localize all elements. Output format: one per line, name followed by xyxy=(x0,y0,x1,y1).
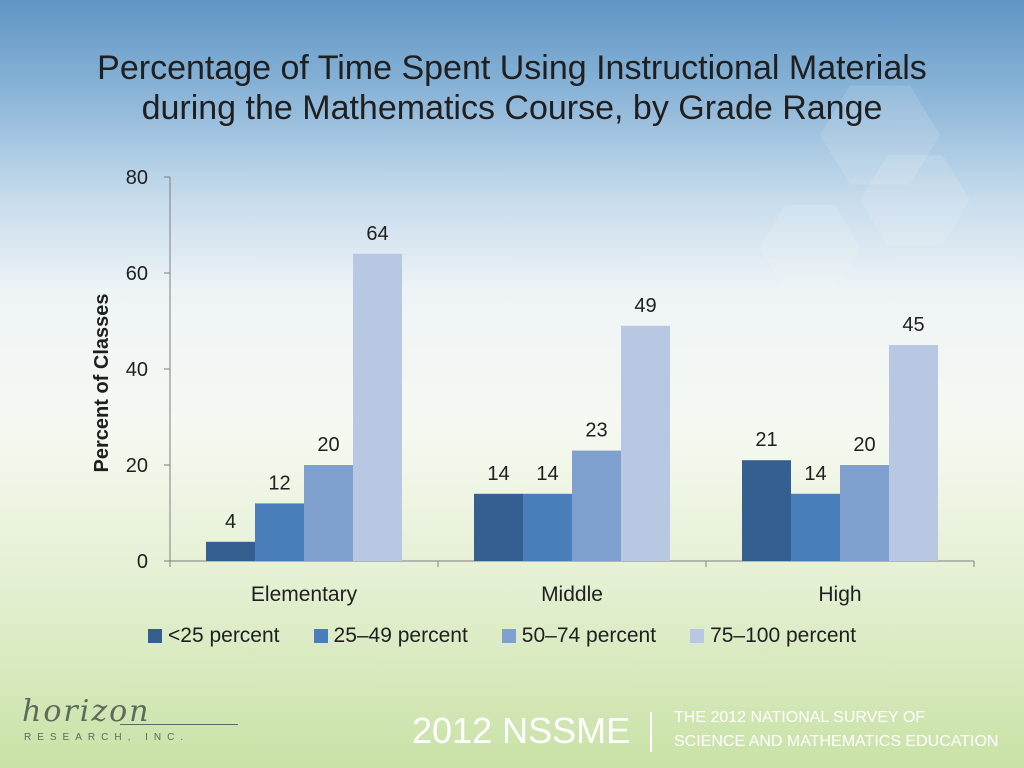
legend-swatch xyxy=(313,629,328,643)
legend-label: 75–100 percent xyxy=(710,624,857,647)
x-category-label: High xyxy=(818,583,861,606)
survey-title-line-2: SCIENCE AND MATHEMATICS EDUCATION xyxy=(674,733,999,750)
bar-data-label: 12 xyxy=(268,472,290,494)
x-category-label: Middle xyxy=(541,583,603,606)
bar-data-label: 14 xyxy=(487,463,509,485)
y-tick-label: 80 xyxy=(126,167,148,189)
bar-data-label: 14 xyxy=(536,463,558,485)
chart-title-line-2: during the Mathematics Course, by Grade … xyxy=(141,89,883,127)
y-tick-label: 60 xyxy=(126,263,148,285)
y-tick-label: 40 xyxy=(126,359,148,381)
chart-title: Percentage of Time Spent Using Instructi… xyxy=(40,48,984,128)
survey-title-line-1: THE 2012 NATIONAL SURVEY OF xyxy=(674,709,926,726)
bar-data-label: 49 xyxy=(634,295,656,317)
survey-short-title: 2012 NSSME xyxy=(412,710,631,751)
bar-data-label: 20 xyxy=(853,434,875,456)
bar-data-label: 23 xyxy=(585,420,607,442)
legend-item: 25–49 percent xyxy=(313,624,468,648)
bar xyxy=(840,465,889,561)
bar xyxy=(572,450,621,561)
y-axis-title: Percent of Classes xyxy=(91,294,113,473)
bar-data-label: 64 xyxy=(366,223,388,245)
legend-swatch xyxy=(690,629,705,643)
legend-item: <25 percent xyxy=(148,624,280,648)
bar xyxy=(791,493,840,561)
x-category-label: Elementary xyxy=(251,583,358,606)
logo-underline xyxy=(120,724,238,725)
legend-swatch xyxy=(501,629,516,643)
bar-data-label: 45 xyxy=(902,314,924,336)
bar xyxy=(523,493,572,561)
bar xyxy=(742,460,791,561)
chart-title-line-1: Percentage of Time Spent Using Instructi… xyxy=(97,49,927,87)
background-hexagon xyxy=(820,85,940,185)
y-tick-label: 0 xyxy=(137,551,148,573)
survey-full-title: THE 2012 NATIONAL SURVEY OF SCIENCE AND … xyxy=(674,706,998,754)
legend-label: 50–74 percent xyxy=(521,624,657,647)
bar-data-label: 14 xyxy=(804,463,826,485)
background-hexagon xyxy=(760,204,860,291)
bar-data-label: 20 xyxy=(317,434,339,456)
logo-subtext: RESEARCH, INC. xyxy=(24,732,190,743)
bar-data-label: 21 xyxy=(755,429,777,451)
legend-label: 25–49 percent xyxy=(333,624,468,647)
horizon-research-logo: horizon RESEARCH, INC. xyxy=(22,694,242,750)
bar xyxy=(206,541,255,561)
legend-item: 75–100 percent xyxy=(690,624,856,648)
bar xyxy=(353,253,402,562)
bar xyxy=(889,345,938,561)
legend-label: <25 percent xyxy=(168,624,280,647)
bar xyxy=(474,493,523,561)
bar xyxy=(621,325,670,561)
legend-item: 50–74 percent xyxy=(501,624,657,648)
logo-wordmark: horizon xyxy=(22,694,151,729)
y-tick-label: 20 xyxy=(126,455,148,477)
bar xyxy=(304,465,353,561)
bar-data-label: 4 xyxy=(225,511,236,533)
bar xyxy=(255,503,304,561)
legend-swatch xyxy=(148,629,162,643)
chart-legend: <25 percent 25–49 percent 50–74 percent … xyxy=(148,624,856,648)
footer-divider xyxy=(650,712,652,752)
